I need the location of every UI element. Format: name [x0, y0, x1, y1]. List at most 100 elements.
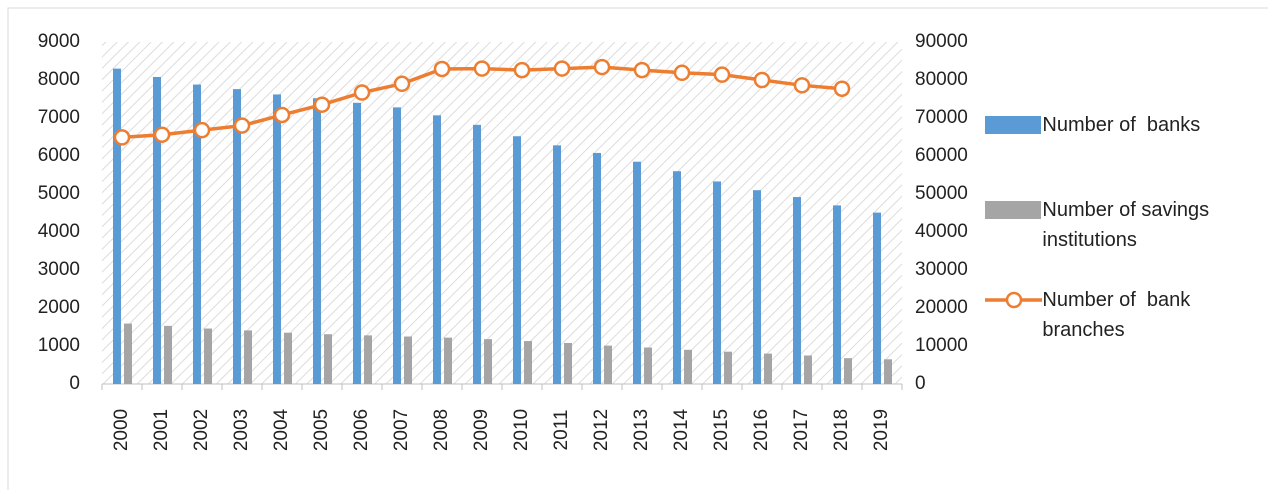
line-marker — [473, 60, 491, 77]
line-marker — [433, 60, 451, 78]
bar — [764, 353, 772, 384]
bar — [644, 347, 652, 384]
x-tick-label: 2006 — [351, 409, 372, 451]
bar — [284, 332, 292, 384]
bar — [844, 358, 852, 384]
x-tick-label: 2013 — [631, 409, 652, 451]
x-tick-label: 2017 — [791, 409, 812, 451]
x-tick-label: 2010 — [511, 409, 532, 451]
legend-item: Number of bank branches — [985, 285, 1265, 345]
x-tick-label: 2019 — [871, 409, 892, 451]
line-marker — [713, 66, 731, 83]
legend-swatch — [985, 291, 1043, 309]
bar — [873, 212, 881, 384]
line-marker — [753, 71, 771, 89]
bar — [433, 115, 441, 384]
bar — [884, 359, 892, 384]
line-marker — [353, 84, 371, 101]
bar — [553, 145, 561, 384]
bar — [273, 94, 281, 384]
line-marker — [113, 129, 131, 146]
legend-label: Number of bank branches — [1042, 289, 1196, 341]
legend-swatch — [985, 201, 1041, 219]
bar — [684, 349, 692, 384]
x-tick-label: 2014 — [671, 408, 692, 451]
x-tick-label: 2000 — [111, 409, 132, 451]
line-marker — [153, 126, 171, 143]
bar — [513, 136, 521, 384]
line-marker — [633, 61, 651, 79]
bar — [473, 124, 481, 384]
bar — [444, 337, 452, 384]
line-marker — [273, 106, 291, 124]
x-tick-label: 2015 — [711, 409, 732, 451]
x-tick-label: 2007 — [391, 409, 412, 451]
x-tick-label: 2012 — [591, 409, 612, 451]
line-marker — [393, 75, 411, 93]
y-tick-label: 9000 — [38, 31, 80, 52]
bar — [153, 76, 161, 385]
y-tick-label: 2000 — [38, 297, 80, 318]
y2-tick-label: 0 — [915, 373, 926, 394]
bar — [593, 152, 601, 384]
line-marker — [593, 58, 611, 76]
frame — [7, 7, 1268, 490]
plot-area — [102, 42, 902, 384]
line-marker — [553, 60, 571, 77]
x-tick-label: 2004 — [271, 408, 292, 451]
bar — [233, 89, 241, 385]
y-tick-label: 1000 — [38, 335, 80, 356]
bar — [324, 334, 332, 384]
bar — [404, 336, 412, 384]
line-marker — [233, 117, 251, 134]
bar — [673, 171, 681, 384]
bar — [113, 68, 121, 384]
bar — [564, 342, 572, 384]
bar — [204, 328, 212, 384]
bar — [193, 84, 201, 384]
bar — [833, 205, 841, 384]
y2-tick-label: 80000 — [915, 69, 968, 90]
bar — [164, 325, 172, 384]
legend-label: Number of banks — [1042, 114, 1201, 136]
bar — [484, 339, 492, 384]
x-tick-label: 2003 — [231, 409, 252, 451]
y-tick-label: 5000 — [38, 183, 80, 204]
bar — [724, 351, 732, 384]
y2-tick-label: 50000 — [915, 183, 968, 204]
x-tick-label: 2001 — [151, 409, 172, 451]
bar — [313, 98, 321, 385]
x-tick-label: 2002 — [191, 409, 212, 451]
bar — [793, 197, 801, 384]
bar — [353, 102, 361, 385]
line-marker — [193, 121, 211, 139]
line-marker — [313, 96, 331, 113]
y2-tick-label: 20000 — [915, 297, 968, 318]
y-tick-label: 3000 — [38, 259, 80, 280]
y-tick-label: 7000 — [38, 107, 80, 128]
x-tick-label: 2016 — [751, 409, 772, 451]
bar — [713, 181, 721, 384]
bar — [604, 345, 612, 384]
y2-tick-label: 70000 — [915, 107, 968, 128]
x-tick-label: 2005 — [311, 409, 332, 451]
legend-item: Number of savings institutions — [985, 195, 1265, 255]
y-tick-label: 6000 — [38, 145, 80, 166]
line-marker — [793, 77, 811, 94]
y-tick-label: 8000 — [38, 69, 80, 90]
line-marker — [833, 80, 851, 97]
x-tick-label: 2011 — [551, 410, 572, 451]
bar — [124, 323, 132, 384]
y2-tick-label: 30000 — [915, 259, 968, 280]
y-tick-label: 4000 — [38, 221, 80, 242]
bar — [393, 107, 401, 385]
bar — [804, 355, 812, 384]
y2-tick-label: 90000 — [915, 31, 968, 52]
y-tick-label: 0 — [69, 373, 80, 394]
bar — [244, 330, 252, 384]
legend-swatch — [985, 116, 1041, 134]
line-marker — [513, 61, 531, 79]
bar — [633, 161, 641, 384]
